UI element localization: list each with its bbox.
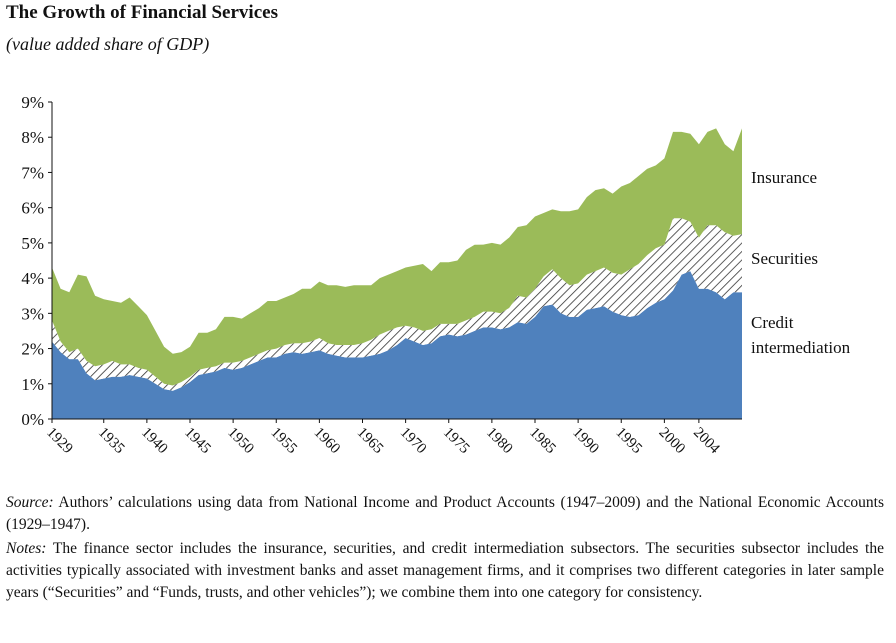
notes-label: Notes: [6, 540, 47, 557]
x-axis: 1929 1935 1940 1945 1950 1955 1960 1965 1970 1975… [43, 418, 742, 458]
x-tick-label: 1995 [612, 425, 645, 458]
x-tick-label: 1960 [311, 425, 344, 458]
x-tick-label: 1950 [224, 425, 257, 458]
x-tick-label: 2000 [656, 425, 689, 458]
source-label: Source: [6, 494, 54, 511]
y-tick-label: 8% [21, 128, 44, 147]
notes-text: The finance sector includes the insuranc… [6, 540, 884, 601]
chart-title: The Growth of Financial Services [6, 2, 278, 23]
area-credit-intermediation [52, 271, 742, 419]
area-layers [52, 128, 742, 419]
x-tick-label: 1975 [440, 425, 473, 458]
x-tick-label: 1935 [95, 425, 128, 458]
y-tick-label: 1% [21, 375, 44, 394]
y-tick-label: 3% [21, 304, 44, 323]
chart-subtitle: (value added share of GDP) [6, 34, 210, 54]
y-tick-label: 7% [21, 163, 44, 182]
x-tick-label: 1940 [138, 425, 171, 458]
x-tick-label: 1929 [43, 425, 76, 458]
x-tick-label: 1955 [267, 425, 300, 458]
y-tick-label: 6% [21, 199, 44, 218]
source-text: Authors’ calculations using data from Na… [6, 494, 884, 533]
x-tick-label: 1945 [181, 425, 214, 458]
y-tick-label: 5% [21, 234, 44, 253]
x-tick-label: 1965 [354, 425, 387, 458]
y-tick-label: 9% [21, 93, 44, 112]
y-axis: 0% 1% 2% 3% 4% 5% 6% 7% 8% 9% [21, 93, 53, 429]
area-securities [52, 218, 742, 391]
x-tick-label: 1985 [526, 425, 559, 458]
series-label-securities: Securities [751, 249, 818, 268]
x-tick-label: 1970 [397, 425, 430, 458]
y-tick-label: 2% [21, 340, 44, 359]
series-label-credit-line1: Credit [751, 313, 794, 332]
y-tick-label: 0% [21, 410, 44, 429]
x-tick-label: 2004 [690, 425, 723, 458]
chart-svg: 0% 1% 2% 3% 4% 5% 6% 7% 8% 9% 1929 1935 1940 1945 195… [21, 93, 851, 458]
series-label-insurance: Insurance [751, 168, 817, 187]
x-tick-label: 1980 [483, 425, 516, 458]
notes-text-block: Notes: The finance sector includes the i… [6, 538, 884, 604]
source-note: Source: Authors’ calculations using data… [6, 492, 884, 536]
area-insurance [52, 128, 742, 386]
series-label-credit-line2: intermediation [751, 338, 851, 357]
y-tick-label: 4% [21, 269, 44, 288]
x-tick-label: 1990 [569, 425, 602, 458]
